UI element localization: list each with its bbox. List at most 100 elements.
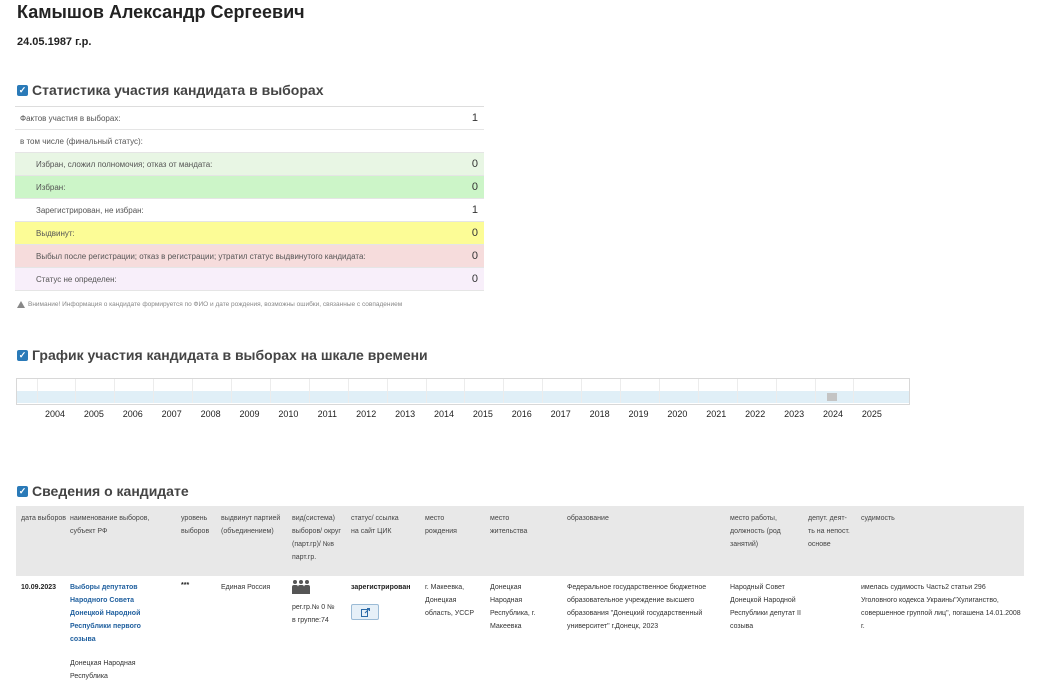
timeline-year-label: 2023	[784, 409, 805, 419]
cik-link-button[interactable]	[351, 604, 379, 620]
timeline-year-label: 2021	[706, 409, 727, 419]
timeline-band	[17, 391, 909, 403]
timeline-gridline	[75, 379, 77, 403]
timeline-gridline	[814, 379, 816, 403]
timeline-year-label: 2005	[83, 409, 104, 419]
timeline-gridline	[697, 379, 699, 403]
stats-row: Выбыл после регистрации; отказ в регистр…	[15, 245, 484, 268]
stats-row: Избран: 0	[15, 176, 484, 199]
timeline-gridline	[231, 379, 233, 403]
timeline-gridline	[269, 379, 271, 403]
row-education: Федеральное государственное бюджетное об…	[567, 584, 707, 630]
col-deputy: депут. деят-ть на непост. основе	[808, 515, 850, 548]
timeline-year-label: 2018	[589, 409, 610, 419]
timeline-gridline	[503, 379, 505, 403]
stats-row-value: 1	[471, 204, 478, 216]
stats-row: Статус не определен: 0	[15, 268, 484, 291]
col-status: статус/ ссылка на сайт ЦИК	[351, 515, 399, 535]
info-table-header: дата выборов наименование выборов, субъе…	[16, 506, 1024, 576]
timeline-gridline	[36, 379, 38, 403]
timeline-year-label: 2013	[395, 409, 416, 419]
checkbox-icon[interactable]: ✓	[17, 349, 28, 361]
timeline-year-label: 2008	[200, 409, 221, 419]
stats-row-value: 0	[471, 158, 478, 170]
timeline-year-label: 2006	[122, 409, 143, 419]
info-section-heading[interactable]: ✓ Сведения о кандидате	[17, 483, 189, 499]
stats-row-label: Избран, сложил полномочия; отказ от манд…	[36, 160, 213, 169]
timeline-year-label: 2024	[822, 409, 844, 419]
election-link[interactable]: Выборы депутатов Народного Совета Донецк…	[70, 584, 141, 643]
stats-row-label: Зарегистрирован, не избран:	[36, 206, 144, 215]
col-conviction: судимость	[861, 515, 895, 522]
stats-row: Избран, сложил полномочия; отказ от манд…	[15, 153, 484, 176]
stats-row-value: 0	[471, 250, 478, 262]
timeline-gridline	[386, 379, 388, 403]
stats-row: Зарегистрирован, не избран: 1	[15, 199, 484, 222]
stats-row-label: Избран:	[36, 183, 66, 192]
stats-row-value: 1	[471, 112, 478, 124]
row-date: 10.09.2023	[21, 584, 57, 591]
timeline-gridline	[464, 379, 466, 403]
timeline-year-axis: 2004 2005 2006 2007 2008 2009 2010 2011 2012 2013…	[0, 409, 1040, 423]
col-level: уровень выборов	[181, 515, 210, 535]
row-subject: Донецкая Народная Республика	[70, 660, 136, 680]
timeline-year-label: 2020	[667, 409, 688, 419]
timeline-year-label: 2011	[317, 409, 337, 419]
timeline-event-marker[interactable]	[827, 393, 838, 401]
checkbox-icon[interactable]: ✓	[17, 84, 28, 96]
stats-section-heading[interactable]: ✓ Статистика участия кандидата в выборах	[17, 82, 323, 98]
col-birthplace: место рождения	[425, 515, 457, 535]
row-work: Народный Совет Донецкой Народной Республ…	[730, 584, 801, 630]
timeline-gridline	[114, 379, 116, 403]
stats-row-value: 0	[471, 273, 478, 285]
timeline-heading-text: График участия кандидата в выборах на шк…	[32, 347, 428, 363]
stats-row-label: Выдвинут:	[36, 229, 75, 238]
row-residence: Донецкая Народная Республика, г. Макеевк…	[490, 584, 536, 630]
warning-note: Внимание! Информация о кандидате формиру…	[17, 301, 402, 308]
timeline-year-label: 2007	[161, 409, 182, 419]
col-work: место работы, должность (род занятий)	[730, 515, 781, 548]
timeline-year-label: 2015	[472, 409, 493, 419]
timeline-gridline	[153, 379, 155, 403]
col-date: дата выборов	[21, 515, 66, 522]
timeline-year-label: 2012	[356, 409, 377, 419]
row-status: зарегистрирован	[351, 584, 411, 591]
timeline-year-label: 2025	[861, 409, 882, 419]
col-election-name: наименование выборов, субъект РФ	[70, 515, 150, 535]
row-district: рег.гр.№ 0 № в группе:74	[292, 604, 335, 624]
checkbox-icon[interactable]: ✓	[17, 485, 28, 497]
timeline-year-label: 2014	[433, 409, 455, 419]
timeline-year-label: 2016	[511, 409, 532, 419]
candidate-name: Камышов Александр Сергеевич	[17, 2, 305, 22]
timeline-gridline	[736, 379, 738, 403]
stats-row-label: Фактов участия в выборах:	[20, 114, 121, 123]
col-residence: место жительства	[490, 515, 528, 535]
timeline-gridline	[425, 379, 427, 403]
candidate-birthdate: 24.05.1987 г.р.	[17, 36, 92, 48]
col-district: вид(система) выборов/ округ (парт.гр)/ №…	[292, 515, 341, 561]
timeline-gridline	[192, 379, 194, 403]
info-heading-text: Сведения о кандидате	[32, 483, 189, 499]
stats-row-label: в том числе (финальный статус):	[20, 137, 143, 146]
col-party: выдвинут партией (объединением)	[221, 515, 281, 535]
warning-text: Внимание! Информация о кандидате формиру…	[28, 301, 403, 308]
stats-row: в том числе (финальный статус):	[15, 130, 484, 153]
timeline-gridline	[308, 379, 310, 403]
row-level: ***	[181, 582, 190, 589]
timeline-gridline	[853, 379, 855, 403]
timeline-gridline	[620, 379, 622, 403]
stats-row-label: Выбыл после регистрации; отказ в регистр…	[36, 252, 366, 261]
stats-row-label: Статус не определен:	[36, 275, 117, 284]
timeline-section-heading[interactable]: ✓ График участия кандидата в выборах на …	[17, 347, 428, 363]
row-birthplace: г. Макеевка, Донецкая область, УССР	[425, 584, 475, 617]
timeline-year-label: 2010	[278, 409, 299, 419]
stats-row: Фактов участия в выборах: 1	[15, 107, 484, 130]
timeline-chart	[16, 378, 910, 405]
col-education: образование	[567, 515, 609, 522]
warning-icon	[17, 301, 25, 308]
timeline-year-label: 2019	[628, 409, 649, 419]
group-list-icon	[292, 580, 310, 594]
stats-row: Выдвинут: 0	[15, 222, 484, 245]
timeline-year-label: 2004	[44, 409, 66, 419]
stats-row-value: 0	[471, 181, 478, 193]
